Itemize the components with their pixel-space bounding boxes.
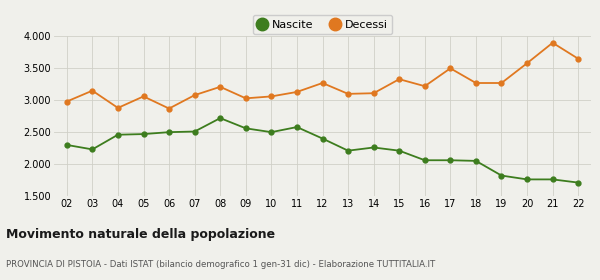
Decessi	[523, 62, 530, 65]
Text: Movimento naturale della popolazione: Movimento naturale della popolazione	[6, 228, 275, 241]
Decessi	[447, 67, 454, 70]
Nascite	[166, 130, 173, 134]
Nascite	[523, 178, 530, 181]
Decessi	[575, 57, 582, 60]
Nascite	[344, 149, 352, 152]
Nascite	[575, 181, 582, 184]
Nascite	[191, 130, 198, 133]
Decessi	[472, 81, 479, 85]
Nascite	[549, 178, 556, 181]
Nascite	[370, 146, 377, 149]
Line: Decessi: Decessi	[64, 40, 581, 111]
Decessi	[344, 92, 352, 95]
Legend: Nascite, Decessi: Nascite, Decessi	[253, 15, 392, 34]
Decessi	[370, 92, 377, 95]
Nascite	[89, 148, 96, 151]
Nascite	[268, 130, 275, 134]
Nascite	[242, 127, 250, 130]
Nascite	[498, 174, 505, 177]
Decessi	[421, 85, 428, 88]
Decessi	[293, 90, 301, 94]
Decessi	[217, 85, 224, 88]
Nascite	[217, 116, 224, 120]
Text: PROVINCIA DI PISTOIA - Dati ISTAT (bilancio demografico 1 gen-31 dic) - Elaboraz: PROVINCIA DI PISTOIA - Dati ISTAT (bilan…	[6, 260, 435, 269]
Decessi	[166, 107, 173, 110]
Nascite	[115, 133, 122, 136]
Nascite	[421, 158, 428, 162]
Decessi	[549, 41, 556, 45]
Nascite	[140, 132, 147, 136]
Decessi	[498, 81, 505, 85]
Decessi	[89, 89, 96, 92]
Nascite	[63, 143, 70, 147]
Decessi	[63, 100, 70, 103]
Decessi	[115, 106, 122, 109]
Decessi	[395, 78, 403, 81]
Decessi	[140, 95, 147, 98]
Nascite	[293, 125, 301, 129]
Nascite	[447, 158, 454, 162]
Decessi	[268, 95, 275, 98]
Line: Nascite: Nascite	[64, 116, 581, 185]
Nascite	[395, 149, 403, 152]
Nascite	[319, 137, 326, 140]
Decessi	[319, 81, 326, 85]
Decessi	[191, 94, 198, 97]
Nascite	[472, 159, 479, 163]
Decessi	[242, 97, 250, 100]
